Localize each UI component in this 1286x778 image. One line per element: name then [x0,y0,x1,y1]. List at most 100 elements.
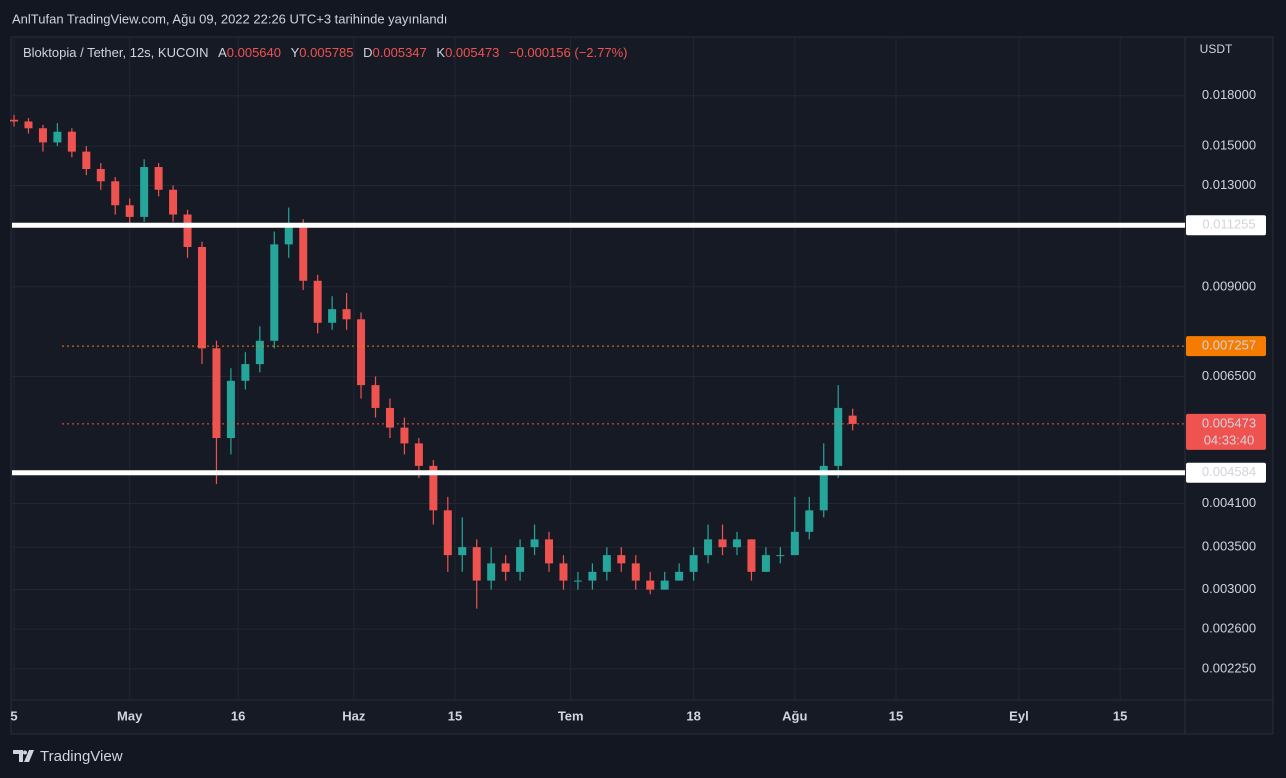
candle-body [385,407,394,428]
candle-body [675,571,684,581]
candle-body [342,309,351,320]
candle-body [689,555,698,572]
candle-body [660,580,669,590]
low-value: 0.005347 [372,45,427,60]
close-label: K [436,45,446,60]
y-tick-label: 0.009000 [1202,278,1256,293]
candle-body [545,539,554,564]
x-tick-label: Ağu [782,708,807,723]
x-tick-label: 5 [10,708,17,723]
price-tag [1186,215,1266,236]
candle-body [530,539,539,548]
y-tick-label: 0.018000 [1202,87,1256,102]
candle-body [299,226,308,281]
price-tag [1186,336,1266,357]
candle-body [183,214,192,247]
candle-body [834,407,843,466]
candle-body [284,226,293,245]
price-tag-label: 0.007257 [1202,338,1256,353]
candle-body [776,555,785,557]
candle-body [24,121,33,129]
countdown: 04:33:40 [1204,432,1255,447]
candle-body [154,167,163,190]
x-tick-label: Eyl [1009,708,1029,723]
close-value: 0.005473 [445,45,500,60]
x-tick-label: 15 [889,708,903,723]
y-tick-label: 0.002600 [1202,621,1256,636]
price-tag-label: 0.011255 [1202,217,1255,232]
candle-body [516,547,525,572]
candle-body [732,539,741,548]
candle-body [805,510,814,532]
candle-body [501,563,510,572]
candle-body [241,364,250,381]
candle-body [443,510,452,556]
x-tick-label: Tem [558,708,584,723]
candle-body [140,167,149,217]
chart-panel [10,36,1274,735]
candle-body [197,246,206,349]
candle-body [747,539,756,572]
low-label: D [363,45,373,60]
candle-body [82,151,91,170]
candle-body [617,555,626,564]
candle-body [169,189,178,215]
candle-body [646,580,655,590]
publisher: AnlTufan TradingView.com, Ağu 09, 2022 2… [12,11,447,26]
candle-body [226,380,235,439]
candle-body [357,319,366,386]
candle-body [602,555,611,572]
x-tick-label: May [117,708,143,723]
open-label: A [218,45,227,60]
y-tick-label: 0.002250 [1202,660,1256,675]
candle-body [255,340,264,365]
y-tick-label: 0.003000 [1202,581,1256,596]
y-tick-label: 0.006500 [1202,368,1256,383]
candle-body [96,169,105,182]
unit-label: USDT [1200,42,1233,56]
brand: TradingView [40,748,123,765]
high-value: 0.005785 [299,45,354,60]
logo-mark [13,750,34,762]
candle-body [125,205,134,217]
candle-body [400,427,409,444]
candle-body [53,131,62,143]
candles [10,114,857,609]
candle-body [790,531,799,556]
candle-body [472,547,481,581]
candle-body [414,443,423,466]
candle-body [559,563,568,581]
candle-body [819,465,828,511]
candle-body [458,547,467,556]
candle-body [212,348,221,439]
candle-body [429,465,438,511]
candle-body [270,244,279,341]
x-tick-label: 16 [231,708,245,723]
price-tag [1186,413,1266,450]
candle-body [487,563,496,581]
candle-body [313,280,322,323]
grid [12,38,1185,700]
candle-body [631,563,640,581]
candle-body [704,539,713,556]
price-tag-label: 0.005473 [1202,415,1256,430]
symbol: Bloktopia / Tether, 12s, KUCOIN [23,45,209,60]
candle-body [718,539,727,548]
price-tag-label: 0.004584 [1202,464,1256,479]
footer-logo: TradingView [13,748,123,765]
candle-body [848,415,857,424]
candle-body [10,119,19,122]
candle-body [371,385,380,408]
price-tag [1186,462,1266,483]
candle-body [111,181,120,206]
legend: Bloktopia / Tether, 12s, KUCOIN A0.00564… [23,45,627,60]
logo-dot [23,750,27,755]
x-tick-label: 18 [686,708,700,723]
x-tick-label: Haz [342,708,366,723]
candle-body [38,128,47,143]
change: −0.000156 (−2.77%) [508,45,628,60]
y-tick-label: 0.003500 [1202,539,1256,554]
y-tick-label: 0.015000 [1202,137,1256,152]
x-tick-label: 15 [1113,708,1127,723]
